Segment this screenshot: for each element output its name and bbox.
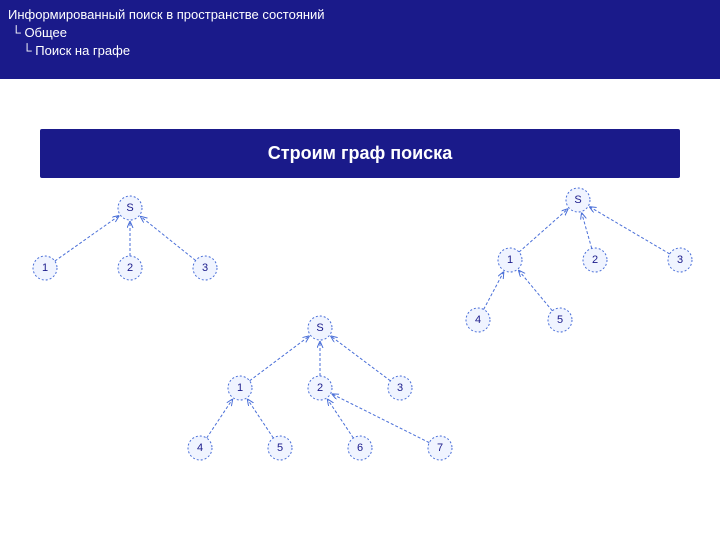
tree-edge	[250, 336, 309, 380]
tree-node-label: 2	[127, 262, 133, 274]
tree-edge	[519, 209, 568, 252]
breadcrumb-l1: Информированный поиск в пространстве сос…	[8, 6, 712, 24]
tree-node-label: S	[574, 194, 581, 206]
tree-edge	[331, 336, 390, 380]
tree-node-label: 1	[507, 254, 513, 266]
page-title: Строим граф поиска	[40, 129, 680, 178]
tree-node-label: S	[316, 322, 323, 334]
tree-node-label: 6	[357, 442, 363, 454]
tree-node-label: S	[126, 202, 133, 214]
tree-edge	[582, 213, 592, 248]
tree-node-label: 4	[475, 314, 481, 326]
tree-edge	[207, 399, 233, 437]
tree-node-label: 3	[397, 382, 403, 394]
tree-node-label: 4	[197, 442, 203, 454]
breadcrumb-l3: └ Поиск на графе	[8, 42, 712, 60]
tree-node-label: 1	[42, 262, 48, 274]
tree-node-label: 5	[557, 314, 563, 326]
tree-edge	[55, 216, 119, 261]
tree-node-label: 7	[437, 442, 443, 454]
tree-node-label: 2	[592, 254, 598, 266]
tree-node-label: 2	[317, 382, 323, 394]
tree-edge	[333, 394, 430, 442]
tree-node-label: 5	[277, 442, 283, 454]
tree-edge	[141, 216, 196, 260]
tree-edge	[248, 399, 274, 437]
breadcrumb-l2: └ Общее	[8, 24, 712, 42]
tree-node-label: 1	[237, 382, 243, 394]
tree-edge	[328, 399, 354, 437]
tree-edge	[519, 270, 552, 310]
diagram-area: S 1 2 3 S 1 2 3 4 5 6 7 S 1 2 3 4 5	[0, 178, 720, 538]
tree-edge	[590, 207, 670, 254]
tree-node-label: 3	[202, 262, 208, 274]
tree-node-label: 3	[677, 254, 683, 266]
trees-svg: S 1 2 3 S 1 2 3 4 5 6 7 S 1 2 3 4 5	[0, 178, 720, 538]
breadcrumb: Информированный поиск в пространстве сос…	[0, 0, 720, 79]
tree-edge	[484, 272, 504, 309]
